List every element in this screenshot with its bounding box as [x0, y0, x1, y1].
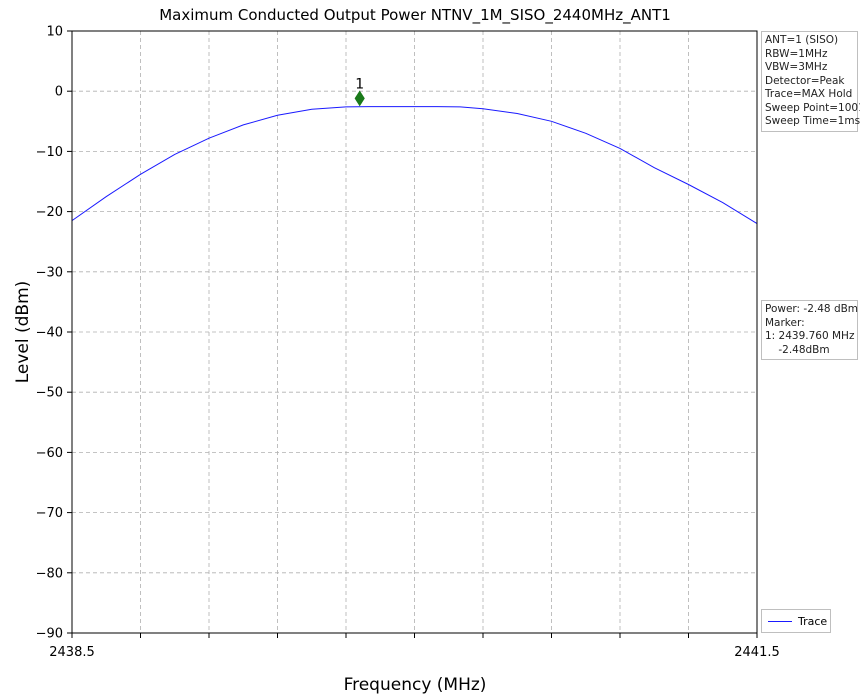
- settings-line: Sweep Point=1001: [765, 101, 860, 114]
- trace-layer: [71, 106, 758, 225]
- y-axis-label: Level (dBm): [13, 281, 33, 384]
- legend-line-swatch: [768, 620, 792, 622]
- marker-label: 1: [355, 76, 364, 92]
- settings-line: Trace=MAX Hold: [765, 88, 853, 100]
- readout-line: Power: -2.48 dBm: [765, 303, 859, 315]
- x-tick-label: 2441.5: [734, 645, 780, 660]
- settings-line: ANT=1 (SISO): [765, 34, 839, 46]
- legend: Trace: [761, 609, 831, 633]
- settings-line: Detector=Peak: [765, 74, 845, 87]
- y-tick-label: 10: [46, 25, 63, 40]
- y-tick-label: −50: [36, 386, 63, 401]
- readout-line: 1: 2439.760 MHz: [765, 330, 855, 342]
- settings-line: VBW=3MHz: [765, 61, 828, 73]
- readout-line: -2.48dBm: [765, 343, 830, 356]
- power-readout-box: Power: -2.48 dBm Marker: 1: 2439.760 MHz -…: [761, 300, 858, 360]
- settings-line: Sweep Time=1ms: [765, 115, 860, 127]
- y-tick-label: 0: [55, 85, 63, 100]
- y-tick-label: −60: [36, 446, 63, 461]
- y-tick-label: −90: [36, 627, 63, 642]
- ticks: 2438.5 2441.5 10 0 −10 −20 −30 −40 −50 −60 −70 −80 −…: [36, 25, 780, 661]
- marker-diamond-icon: [354, 90, 365, 107]
- y-tick-label: −70: [36, 506, 63, 521]
- x-axis-label: Frequency (MHz): [344, 675, 487, 695]
- legend-label: Trace: [798, 614, 828, 628]
- settings-box: ANT=1 (SISO) RBW=1MHz VBW=3MHz Detector=Pea…: [761, 31, 860, 132]
- chart-title: Maximum Conducted Output Power NTNV_1M_S…: [159, 6, 671, 25]
- readout-line: Marker:: [765, 316, 805, 329]
- y-tick-label: −20: [36, 205, 63, 220]
- settings-line: RBW=1MHz: [765, 47, 828, 60]
- y-tick-label: −30: [36, 265, 63, 280]
- x-tick-label: 2438.5: [49, 645, 95, 660]
- y-tick-label: −10: [36, 145, 63, 160]
- y-tick-label: −40: [36, 326, 63, 341]
- marker: 1: [354, 76, 365, 107]
- y-tick-label: −80: [36, 566, 63, 581]
- grid: [72, 31, 757, 633]
- trace-line: [71, 106, 758, 225]
